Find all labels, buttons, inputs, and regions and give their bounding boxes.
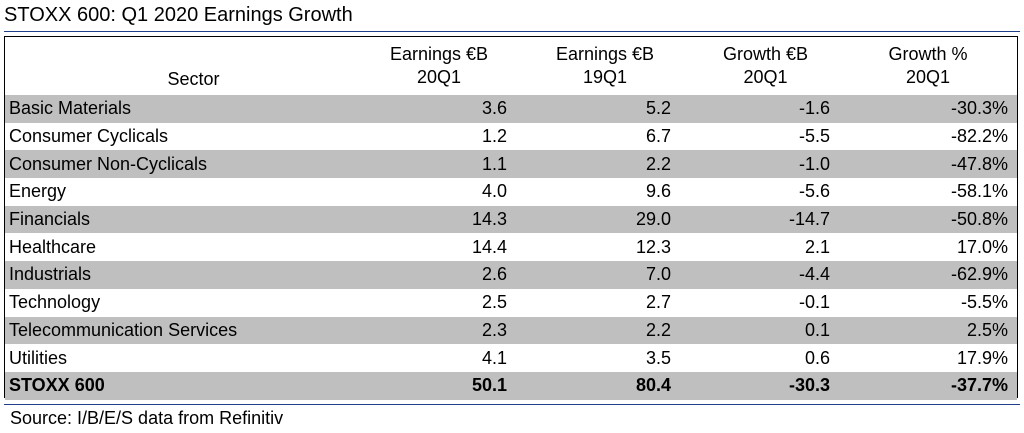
header-earnings-20q1-line2: 20Q1 <box>416 67 462 87</box>
cell-earnings-20q1: 50.1 <box>360 371 518 400</box>
cell-growth-eur: -0.1 <box>798 292 830 313</box>
cell-growth-eur: -5.6 <box>798 181 830 202</box>
header-growth-eur: Growth €B 20Q1 <box>692 37 839 95</box>
cell-earnings-19q1: 3.5 <box>645 347 671 368</box>
cell-growth-pct: -37.7% <box>839 371 1017 400</box>
cell-growth-eur: -1.6 <box>692 95 839 123</box>
cell-earnings-20q1: 4.1 <box>481 347 507 368</box>
cell-sector: Industrials <box>5 261 360 289</box>
header-earnings-20q1: Earnings €B 20Q1 <box>360 37 518 95</box>
cell-growth-pct: 2.5% <box>839 316 1017 345</box>
cell-earnings-20q1: 4.0 <box>481 181 507 202</box>
cell-earnings-19q1: 12.3 <box>635 236 671 257</box>
cell-earnings-19q1: 9.6 <box>645 181 671 202</box>
cell-earnings-19q1: 29.0 <box>518 205 692 234</box>
table-row: Basic Materials 3.6 5.2 -1.6 -30.3% <box>5 95 1017 123</box>
title-divider <box>4 31 1020 32</box>
cell-sector: Basic Materials <box>5 95 360 123</box>
cell-earnings-19q1: 7.0 <box>518 261 692 289</box>
cell-earnings-19q1: 2.7 <box>645 292 671 313</box>
cell-earnings-19q1: 80.4 <box>518 371 692 400</box>
cell-growth-eur: -14.7 <box>692 205 839 234</box>
cell-sector: Telecommunication Services <box>5 316 360 345</box>
cell-earnings-20q1: 2.6 <box>360 261 518 289</box>
earnings-table: Sector Earnings €B 20Q1 Earnings €B 19Q1… <box>5 37 1017 400</box>
cell-growth-pct: 17.0% <box>956 236 1008 257</box>
cell-earnings-19q1: 5.2 <box>518 95 692 123</box>
cell-earnings-20q1: 2.5 <box>481 292 507 313</box>
header-earnings-19q1: Earnings €B 19Q1 <box>518 37 692 95</box>
table-row: Financials 14.3 29.0 -14.7 -50.8% <box>5 205 1017 234</box>
source-note: Source: I/B/E/S data from Refinitiv <box>10 408 284 428</box>
cell-growth-pct: -5.5% <box>960 292 1008 313</box>
cell-growth-pct: -58.1% <box>950 181 1008 202</box>
source-divider <box>4 404 1020 405</box>
cell-growth-pct: -50.8% <box>839 205 1017 234</box>
cell-growth-pct: -82.2% <box>950 126 1008 147</box>
cell-earnings-19q1: 2.2 <box>518 316 692 345</box>
page-title: STOXX 600: Q1 2020 Earnings Growth <box>4 4 353 26</box>
cell-sector: Consumer Non-Cyclicals <box>5 150 360 179</box>
cell-growth-eur: -30.3 <box>692 371 839 400</box>
cell-growth-pct: -30.3% <box>839 95 1017 123</box>
table-total-row: STOXX 600 50.1 80.4 -30.3 -37.7% <box>5 371 1017 400</box>
cell-growth-eur: -1.0 <box>692 150 839 179</box>
cell-growth-pct: -62.9% <box>839 261 1017 289</box>
cell-earnings-20q1: 1.1 <box>360 150 518 179</box>
header-growth-pct: Growth % 20Q1 <box>839 37 1017 95</box>
header-growth-eur-line1: Growth €B <box>722 44 809 64</box>
cell-sector: Consumer Cyclicals <box>9 126 169 147</box>
header-earnings-19q1-line1: Earnings €B <box>555 44 655 64</box>
header-growth-eur-line2: 20Q1 <box>743 67 788 87</box>
table-row: Consumer Non-Cyclicals 1.1 2.2 -1.0 -47.… <box>5 150 1017 179</box>
cell-growth-eur: -4.4 <box>692 261 839 289</box>
header-growth-pct-line2: 20Q1 <box>905 67 951 87</box>
cell-sector: STOXX 600 <box>5 371 360 400</box>
table-header-row: Sector Earnings €B 20Q1 Earnings €B 19Q1… <box>5 37 1017 95</box>
cell-sector: Energy <box>9 181 67 202</box>
table-row: Healthcare 14.4 12.3 2.1 17.0% <box>5 233 1017 261</box>
cell-earnings-19q1: 2.2 <box>518 150 692 179</box>
cell-earnings-20q1: 2.3 <box>360 316 518 345</box>
cell-growth-eur: 2.1 <box>804 236 830 257</box>
cell-earnings-20q1: 1.2 <box>481 126 507 147</box>
header-growth-pct-line1: Growth % <box>888 44 968 64</box>
header-earnings-19q1-line2: 19Q1 <box>582 67 628 87</box>
header-earnings-20q1-line1: Earnings €B <box>389 44 489 64</box>
cell-sector: Technology <box>9 292 101 313</box>
cell-growth-pct: -47.8% <box>839 150 1017 179</box>
cell-earnings-20q1: 3.6 <box>360 95 518 123</box>
cell-growth-eur: -5.5 <box>798 126 830 147</box>
cell-earnings-20q1: 14.3 <box>360 205 518 234</box>
cell-growth-eur: 0.1 <box>692 316 839 345</box>
table-row: Telecommunication Services 2.3 2.2 0.1 2… <box>5 316 1017 345</box>
table-row: Consumer Cyclicals 1.2 6.7 -5.5 -82.2% <box>5 123 1017 151</box>
cell-growth-eur: 0.6 <box>804 347 830 368</box>
cell-sector: Financials <box>5 205 360 234</box>
cell-growth-pct: 17.9% <box>956 347 1008 368</box>
cell-earnings-19q1: 6.7 <box>645 126 671 147</box>
table-row: Utilities 4.1 3.5 0.6 17.9% <box>5 344 1017 372</box>
table-row: Technology 2.5 2.7 -0.1 -5.5% <box>5 289 1017 317</box>
cell-sector: Healthcare <box>9 236 97 257</box>
cell-sector: Utilities <box>9 347 68 368</box>
table-row: Energy 4.0 9.6 -5.6 -58.1% <box>5 178 1017 206</box>
cell-earnings-20q1: 14.4 <box>471 236 507 257</box>
header-sector: Sector <box>167 69 220 89</box>
table-row: Industrials 2.6 7.0 -4.4 -62.9% <box>5 261 1017 289</box>
